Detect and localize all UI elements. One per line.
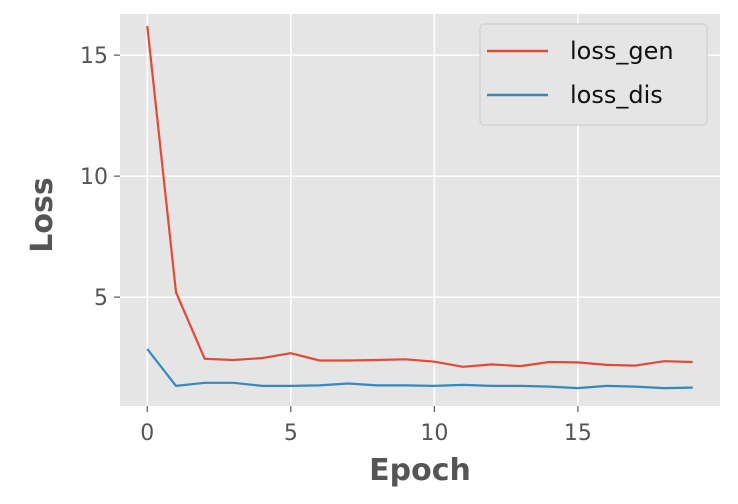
legend: loss_gen loss_dis: [479, 23, 708, 126]
x-axis-label: Epoch: [369, 453, 471, 488]
series-line-loss-gen: [146, 25, 693, 368]
x-tick-label: 10: [420, 421, 448, 446]
series-line-loss-dis: [146, 348, 693, 390]
x-tick-label: 0: [140, 421, 154, 446]
y-axis-label: Loss: [25, 177, 60, 252]
legend-box: [479, 23, 708, 126]
y-tick-label: 5: [94, 286, 108, 311]
y-tick-label: 10: [80, 165, 108, 190]
legend-label-loss-dis: loss_dis: [570, 81, 663, 109]
x-tick-label: 5: [284, 421, 298, 446]
y-tick-label: 15: [80, 44, 108, 69]
series-lines: [146, 25, 693, 390]
x-tick-label: 15: [564, 421, 592, 446]
legend-label-loss-gen: loss_gen: [570, 37, 674, 65]
axis-ticks: 0 5 10 15 5 10 15: [80, 44, 592, 446]
